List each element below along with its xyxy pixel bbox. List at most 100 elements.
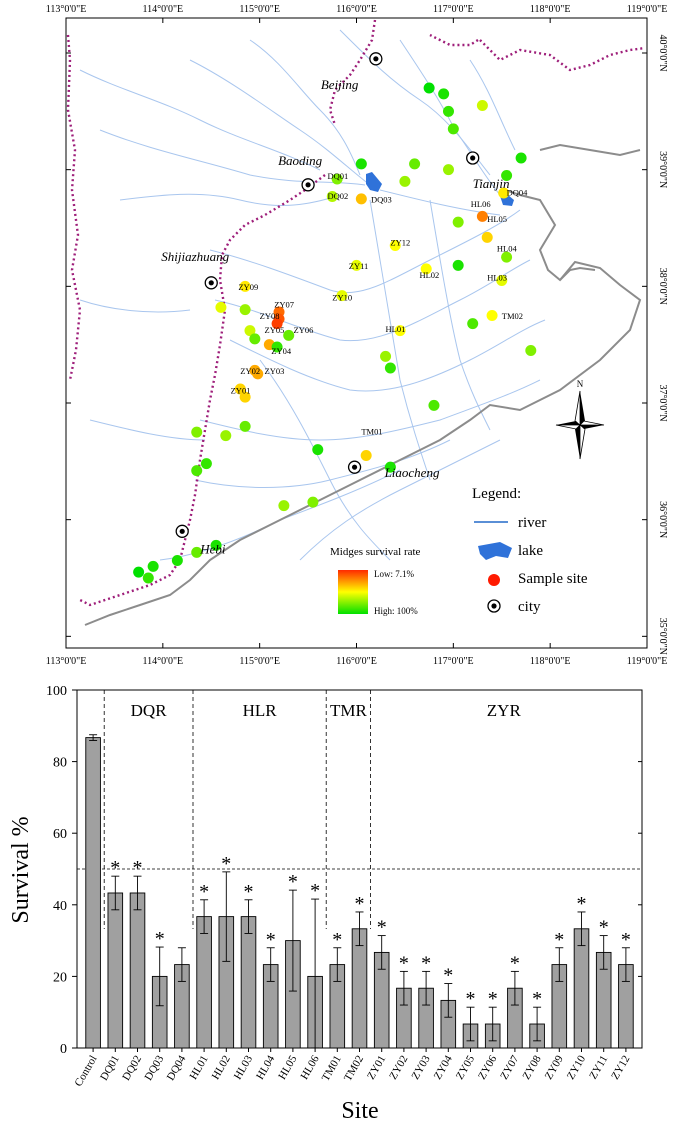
city-label: Tianjin — [473, 176, 510, 191]
sample-site-marker — [239, 391, 251, 403]
legend-river-label: river — [518, 515, 546, 531]
sample-site-marker — [394, 325, 406, 337]
river — [369, 199, 431, 481]
sample-site-marker — [384, 362, 396, 374]
sample-site-marker — [476, 100, 488, 111]
y-tick-label: 80 — [53, 756, 67, 771]
coast-line — [539, 143, 641, 157]
significance-star: * — [621, 929, 631, 951]
latitude-label: 35°0'0"N — [657, 618, 668, 655]
map-frame — [65, 17, 648, 649]
y-axis-title: Survival % — [8, 816, 34, 923]
y-tick-label: 60 — [53, 827, 67, 842]
significance-star: * — [244, 881, 254, 903]
sample-site-marker — [515, 152, 527, 164]
river — [99, 129, 366, 186]
map-tick-marks — [65, 18, 648, 648]
legend-title: Legend: — [472, 486, 521, 502]
longitude-label-top: 113°0'0"E — [46, 4, 87, 15]
significance-star: * — [532, 988, 542, 1010]
river — [189, 59, 371, 186]
city-marker-dot — [208, 280, 214, 286]
city-label: Liaocheng — [384, 465, 440, 480]
sample-site-marker — [442, 164, 454, 176]
city-marker-dot — [470, 155, 476, 161]
site-label: ZY05 — [265, 325, 285, 335]
x-tick-label: TM01 — [320, 1054, 344, 1084]
sample-site-marker — [249, 333, 261, 345]
gradient-bar — [338, 570, 368, 614]
river — [249, 39, 361, 176]
border-line — [429, 33, 479, 47]
sample-site-marker — [215, 301, 227, 313]
sample-site-marker — [384, 461, 396, 473]
sample-site-marker — [447, 123, 459, 135]
bar — [573, 928, 590, 1049]
x-tick-label: ZY01 — [365, 1054, 388, 1082]
river — [119, 193, 341, 206]
sample-site-marker — [239, 280, 251, 292]
sample-site-marker — [133, 566, 145, 578]
sample-site-marker — [220, 430, 232, 442]
site-label: ZY12 — [390, 238, 410, 248]
sample-site-marker — [191, 465, 203, 477]
site-label: ZY07 — [274, 299, 294, 309]
sample-site-marker — [147, 560, 159, 572]
longitude-label-bottom: 113°0'0"E — [46, 656, 87, 667]
x-tick-label: ZY07 — [498, 1053, 521, 1082]
x-tick-label: DQ02 — [120, 1054, 144, 1083]
bar — [196, 916, 212, 1049]
site-label: ZY10 — [332, 292, 352, 302]
significance-star: * — [443, 965, 453, 987]
legend-city-label: city — [518, 599, 541, 615]
longitude-label-top: 114°0'0"E — [143, 4, 184, 15]
map-legend: Legend: river lake Sample site city Midg… — [330, 486, 588, 616]
site-label: TM02 — [502, 311, 523, 321]
significance-star: * — [554, 929, 564, 951]
site-label: HL01 — [386, 324, 406, 334]
site-label: DQ03 — [371, 194, 392, 204]
x-tick-labels: ControlDQ01DQ02DQ03DQ04HL01HL02HL03HL04H… — [72, 1048, 632, 1089]
longitude-label-bottom: 117°0'0"E — [433, 656, 474, 667]
y-tick-label: 20 — [53, 970, 67, 985]
river — [469, 59, 516, 151]
longitude-label-top: 117°0'0"E — [433, 4, 474, 15]
sample-site-marker — [271, 341, 283, 353]
x-tick-label: ZY09 — [543, 1053, 566, 1082]
cities: Beijing Tianjin Baoding Shijiazhuang Liaoche… — [161, 52, 510, 556]
sample-site-marker — [496, 275, 508, 286]
gradient-low-label: Low: 7.1% — [374, 569, 414, 579]
significance-star: * — [599, 917, 609, 939]
lake-baiyangdian — [366, 172, 382, 192]
x-tick-label: ZY11 — [587, 1054, 610, 1082]
river — [79, 69, 321, 171]
longitude-label-bottom: 115°0'0"E — [239, 656, 280, 667]
sample-site-marker — [355, 193, 367, 205]
sample-site-marker — [420, 263, 432, 275]
sample-site-marker — [423, 82, 435, 94]
y-tick-label: 40 — [53, 899, 67, 914]
city-marker-dot — [305, 182, 311, 188]
x-tick-label: ZY08 — [520, 1053, 543, 1082]
x-tick-label: DQ01 — [98, 1054, 122, 1083]
longitude-label-top: 116°0'0"E — [336, 4, 377, 15]
sample-site-marker — [452, 216, 464, 228]
group-label: ZYR — [487, 701, 522, 720]
sample-site-marker — [467, 318, 479, 330]
x-tick-label: ZY02 — [387, 1054, 410, 1082]
legend-site-swatch — [488, 574, 500, 586]
sample-site-marker — [501, 251, 513, 263]
city-marker-dot — [373, 56, 379, 62]
river — [199, 379, 541, 441]
significance-star: * — [288, 871, 298, 893]
significance-star: * — [510, 952, 520, 974]
site-label: DQ02 — [327, 191, 348, 201]
latitude-label: 38°0'0"N — [657, 268, 668, 305]
bar — [107, 892, 124, 1049]
site-label: HL02 — [419, 270, 439, 280]
significance-star: * — [577, 893, 587, 915]
sample-site-marker — [326, 191, 338, 202]
site-label: ZY06 — [294, 325, 314, 335]
